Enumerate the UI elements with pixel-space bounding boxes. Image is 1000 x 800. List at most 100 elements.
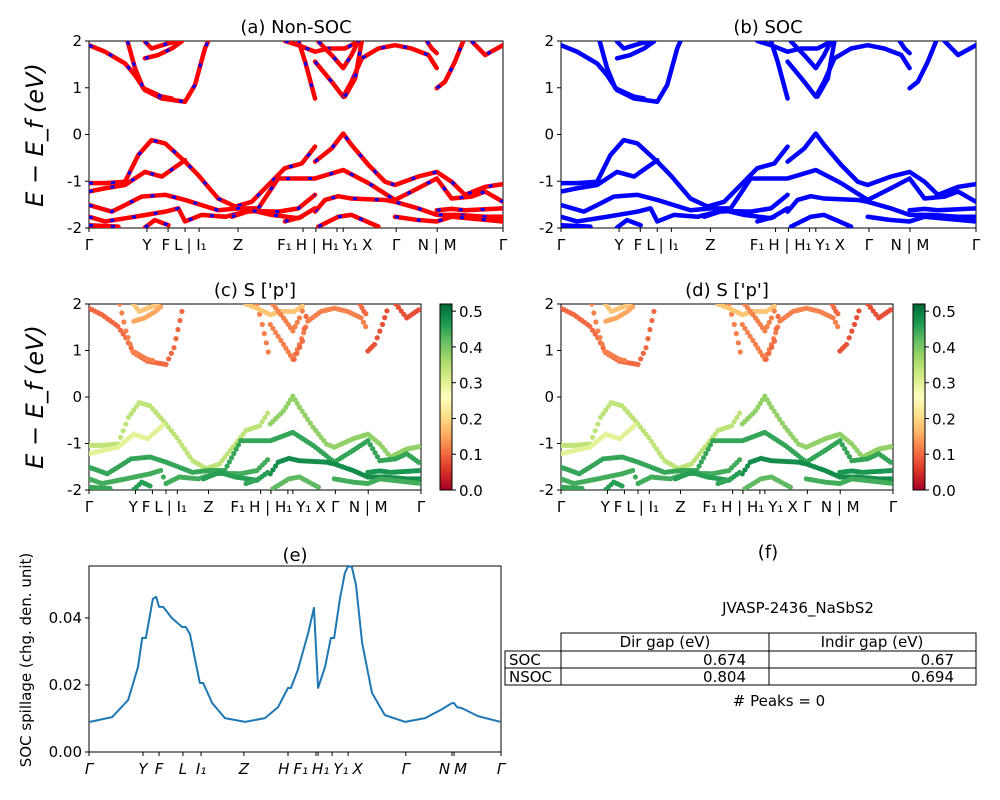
panel-d-xtick-label: Y₁ [767, 498, 783, 516]
spillage-point [755, 345, 761, 351]
spillage-point [123, 421, 129, 427]
panel-e-xtick-label: F₁ [293, 760, 308, 778]
panel-c-ylabel: E − E_f (eV) [21, 325, 49, 469]
band-soc-dash [435, 41, 465, 90]
spillage-point [632, 422, 638, 428]
band-soc-line [614, 217, 643, 228]
spillage-point [257, 423, 263, 429]
spillage-point [647, 326, 653, 333]
spillage-point [731, 321, 737, 328]
spillage-point [179, 308, 185, 315]
band-soc-line [701, 206, 790, 221]
spillage-point [759, 353, 766, 359]
band-soc-dash [313, 194, 503, 219]
panel-d-xtick-label: Y [600, 498, 611, 516]
band-soc-line [755, 41, 834, 55]
band-soc-line [942, 41, 976, 58]
soc-indir-gap: 0.67 [921, 651, 954, 669]
spillage-point [117, 327, 124, 333]
spillage-point [651, 308, 657, 315]
spillage-point [131, 407, 137, 413]
table-row-nsoc [504, 667, 977, 686]
spillage-point [589, 434, 596, 440]
band-soc-dash [284, 215, 303, 223]
spillage-point [873, 311, 879, 318]
panel-c-ytick-label: 0 [72, 388, 82, 406]
spillage-point [849, 328, 855, 334]
spillage-point [294, 350, 300, 356]
panel-e-ytick-label: 0.02 [49, 676, 82, 694]
spillage-point [179, 442, 185, 448]
spillage-point [415, 468, 421, 474]
panel-d-ytick-label: -2 [539, 481, 554, 499]
spillage-point [842, 446, 848, 452]
spillage-point [622, 357, 628, 364]
spillage-point [272, 329, 279, 336]
spillage-point [175, 326, 181, 333]
spillage-point [315, 484, 321, 490]
colorbar [912, 303, 926, 491]
spillage-point [287, 397, 294, 403]
spillage-point [275, 333, 281, 340]
spillage-point [416, 476, 421, 482]
panel-c-xtick-label: Y₁ [295, 498, 311, 516]
spillage-point [262, 414, 268, 421]
spillage-point [755, 404, 761, 410]
spillage-point [367, 442, 373, 448]
gap-table [504, 632, 977, 686]
band-soc-dash [89, 223, 119, 228]
panel-e-ytick-label: 0.04 [49, 609, 82, 627]
panel-e-frame [88, 565, 502, 753]
band-soc-line [561, 222, 593, 228]
peaks-count: # Peaks = 0 [733, 692, 825, 710]
band-soc-line [785, 131, 976, 198]
spillage-point [646, 434, 652, 441]
spillage-point [750, 337, 756, 344]
panel-a-title: (a) Non-SOC [240, 17, 351, 38]
spillage-point [769, 344, 775, 350]
spillage-point [887, 468, 893, 474]
spillage-point [280, 408, 287, 414]
band-nonsoc-line [316, 41, 361, 71]
spillage-point [283, 404, 289, 410]
spillage-point [707, 442, 714, 448]
spillage-point [365, 438, 371, 444]
panel-e-xtick-label: Y [138, 760, 149, 778]
panel-b-ytick-label: -1 [539, 172, 554, 190]
spillage-point [733, 331, 739, 337]
panel-e-xtick-label: H₁ [312, 760, 329, 778]
spillage-point [737, 349, 743, 355]
panel-b-ytick-label: 2 [544, 32, 554, 50]
band-soc-dash [425, 41, 438, 55]
spillage-point [777, 416, 783, 422]
spillage-point [265, 469, 271, 476]
spillage-point [285, 400, 291, 407]
spillage-point [656, 450, 662, 456]
spillage-point [384, 308, 390, 314]
panel-c-ytick-label: 1 [72, 342, 82, 360]
panel-b-xtick-label: F₁ [750, 236, 765, 254]
spillage-point [177, 317, 183, 324]
panel-c-xtick-label: H | H₁ [249, 498, 292, 516]
spillage-point [870, 308, 876, 314]
spillage-point [603, 407, 609, 413]
spillage-point [303, 313, 309, 319]
spillage-point [843, 341, 850, 348]
spillage-point [589, 304, 595, 307]
panel-d-colorbar: 0.0 0.1 0.2 0.3 0.4 0.5 [912, 303, 956, 500]
spillage-point [160, 474, 166, 480]
panel-c-xtick-label: Y [128, 498, 139, 516]
spillage-point [771, 308, 777, 314]
band-nonsoc-line [89, 167, 503, 214]
panel-d-xtick-label: Γ [803, 498, 812, 516]
spillage-point [651, 442, 657, 448]
nsoc-indir-gap: 0.694 [911, 668, 954, 686]
spillage-point [301, 330, 307, 336]
spillage-point [835, 324, 841, 330]
panel-e-ytick-label: 0.00 [49, 743, 82, 761]
spillage-point [231, 450, 237, 457]
spillage-point [888, 459, 893, 465]
panel-e-xtick-label: H [278, 760, 289, 778]
panel-b-xtick-label: | I₁ [659, 236, 679, 254]
spillage-point [374, 454, 381, 460]
